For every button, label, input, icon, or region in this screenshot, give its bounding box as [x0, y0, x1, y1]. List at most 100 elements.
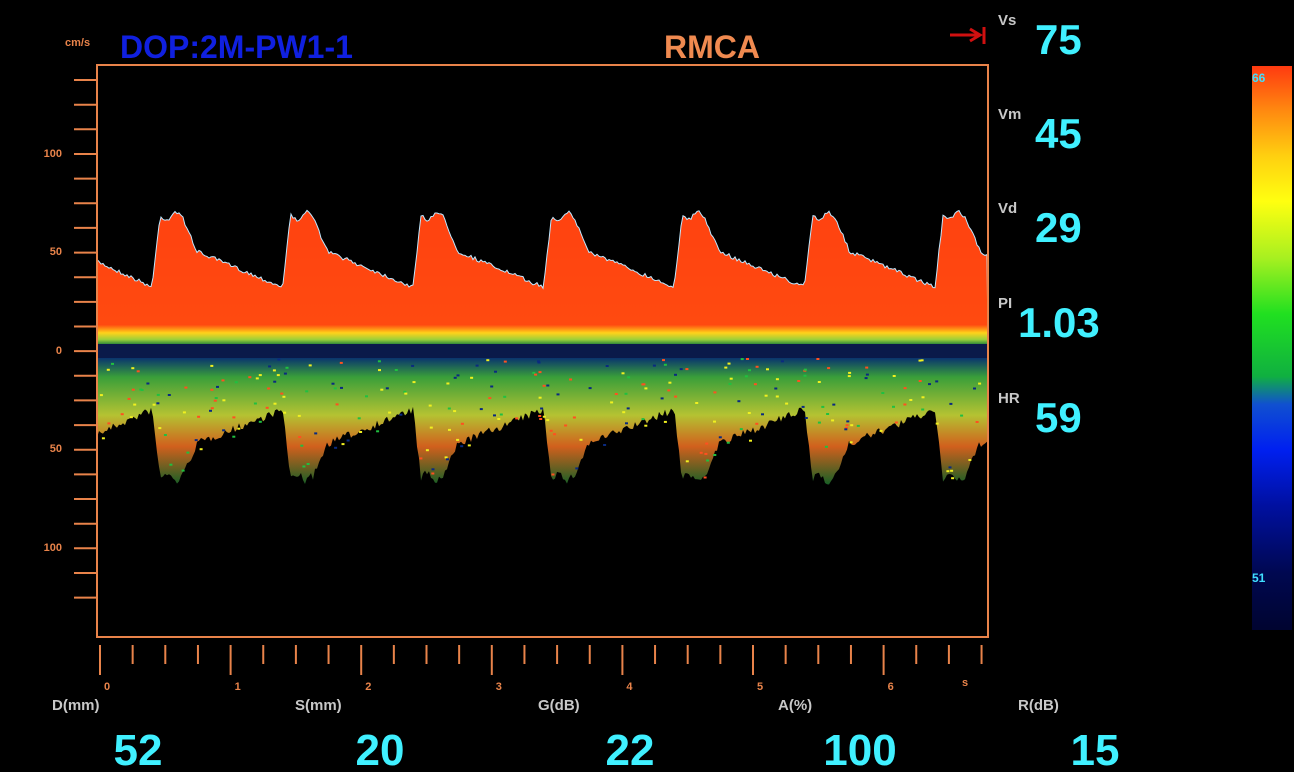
- speckle: [444, 456, 448, 459]
- speckle: [214, 397, 218, 399]
- speckle: [575, 467, 579, 470]
- speckle: [129, 416, 133, 419]
- speckle: [276, 374, 280, 377]
- speckle: [747, 412, 751, 414]
- speckle: [267, 387, 271, 390]
- y-tick-label: 50: [50, 443, 62, 455]
- speckle: [456, 438, 460, 441]
- speckle: [542, 384, 546, 387]
- speckle: [412, 381, 416, 384]
- speckle: [644, 424, 648, 427]
- speckle: [335, 403, 339, 406]
- speckle: [569, 378, 573, 381]
- speckle: [968, 459, 972, 461]
- speckle: [209, 409, 212, 412]
- speckle: [775, 395, 779, 398]
- speckle: [846, 420, 850, 423]
- speckle: [470, 376, 474, 379]
- speckle: [156, 393, 160, 396]
- measure-value: 75: [1035, 16, 1082, 63]
- speckle: [377, 360, 381, 363]
- speckle: [718, 436, 722, 439]
- speckle: [232, 416, 236, 419]
- speckle: [234, 381, 238, 384]
- speckle: [248, 376, 252, 379]
- speckle: [340, 386, 343, 389]
- speckle: [865, 373, 869, 376]
- speckle: [903, 403, 907, 406]
- speckle: [892, 405, 895, 408]
- speckle: [845, 424, 849, 427]
- speckle: [194, 439, 198, 442]
- measure-label: HR: [998, 390, 1020, 407]
- speckle: [534, 373, 538, 376]
- param-value: 22: [606, 726, 655, 772]
- arrow-icon: [950, 27, 986, 44]
- speckle: [674, 395, 678, 398]
- speckle: [641, 418, 645, 421]
- speckle: [663, 363, 667, 366]
- vessel-label: RMCA: [664, 29, 760, 65]
- speckle: [553, 433, 556, 436]
- speckle: [817, 381, 821, 383]
- speckle: [652, 364, 656, 367]
- speckle: [935, 380, 939, 383]
- speckle: [894, 421, 898, 424]
- speckle: [864, 377, 868, 380]
- speckle: [679, 368, 683, 371]
- speckle: [334, 446, 338, 449]
- speckle: [546, 419, 550, 422]
- param-label: A(%): [778, 697, 812, 714]
- speckle: [378, 369, 381, 372]
- speckle: [703, 476, 707, 479]
- speckle: [579, 438, 583, 441]
- measure-label: Vm: [998, 106, 1021, 123]
- speckle: [331, 382, 335, 385]
- speckle: [662, 359, 665, 362]
- param-label: D(mm): [52, 697, 100, 714]
- speckle: [314, 432, 318, 435]
- speckle: [456, 374, 460, 377]
- speckle: [724, 366, 728, 369]
- measure-value: 1.03: [1018, 299, 1100, 346]
- speckle: [376, 430, 380, 433]
- speckle: [404, 392, 408, 395]
- speckle: [728, 382, 732, 385]
- speckle: [610, 401, 614, 404]
- speckle: [848, 371, 852, 374]
- speckle: [668, 381, 672, 384]
- speckle: [306, 463, 310, 465]
- speckle: [821, 405, 825, 408]
- measure-value: 29: [1035, 204, 1082, 251]
- speckle: [499, 413, 503, 416]
- speckle: [255, 377, 259, 380]
- speckle: [624, 392, 628, 395]
- measure-label: Vs: [998, 12, 1016, 29]
- y-tick-label: 0: [56, 345, 62, 357]
- speckle: [564, 424, 568, 427]
- speckle: [804, 417, 808, 419]
- speckle: [713, 420, 716, 423]
- speckle: [826, 413, 830, 415]
- speckle: [167, 394, 171, 396]
- x-tick-label: 0: [104, 681, 110, 693]
- speckle: [644, 387, 648, 390]
- x-tick-label: 5: [757, 681, 763, 693]
- speckle: [333, 387, 337, 390]
- speckle: [803, 368, 807, 371]
- speckle: [490, 385, 494, 388]
- speckle: [258, 420, 262, 423]
- speckle: [879, 429, 883, 432]
- speckle: [832, 403, 836, 406]
- speckle: [139, 388, 143, 391]
- param-value: 100: [823, 726, 896, 772]
- speckle: [339, 361, 343, 364]
- speckle: [949, 402, 953, 405]
- speckle: [213, 399, 217, 402]
- speckle: [447, 407, 451, 410]
- speckle: [380, 388, 384, 391]
- speckle: [729, 377, 733, 380]
- speckle: [892, 375, 896, 377]
- speckle: [131, 388, 135, 391]
- speckle: [755, 365, 759, 368]
